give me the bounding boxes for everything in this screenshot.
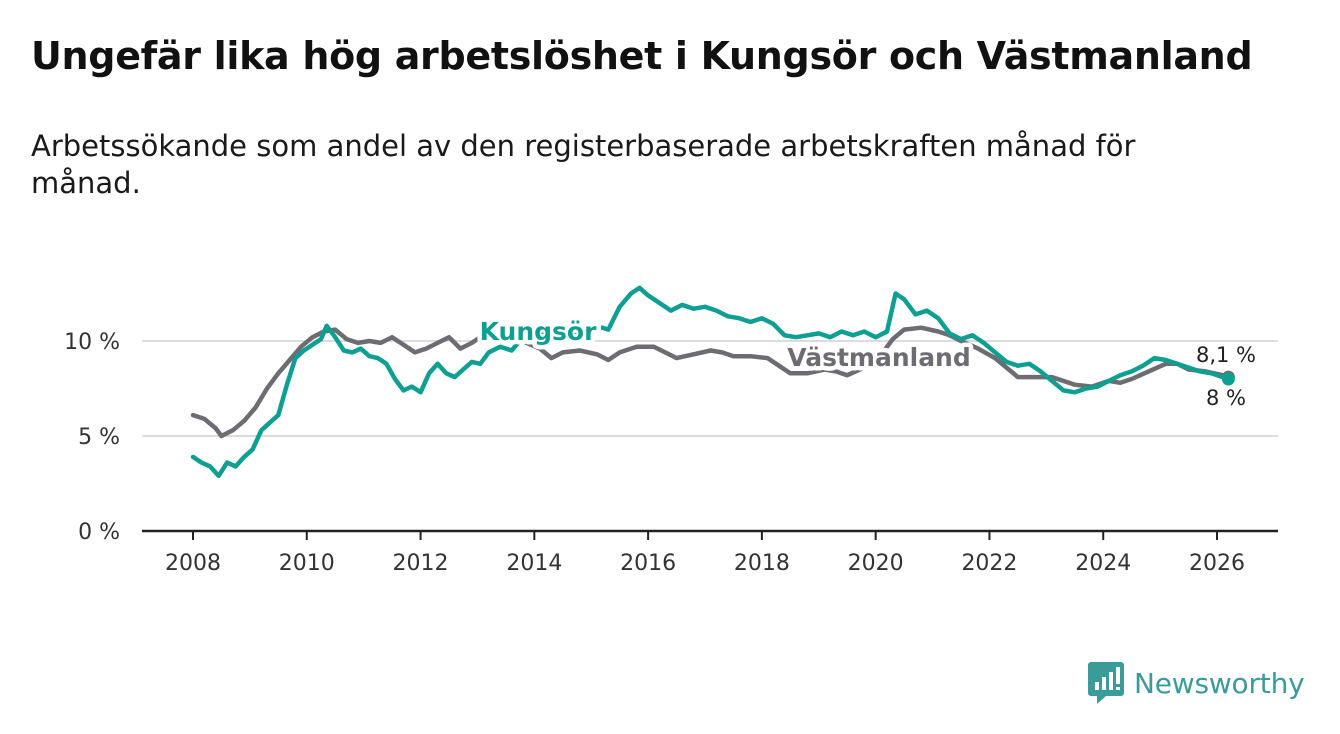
x-tick-label: 2018 [734, 551, 790, 576]
series-label-vastmanland: Västmanland [787, 343, 971, 372]
series-line-kungsor [190, 285, 1231, 479]
chart-subtitle: Arbetssökande som andel av den registerb… [31, 129, 1136, 200]
series-endpoint-kungsor [1221, 372, 1235, 386]
x-tick-label: 2010 [279, 551, 335, 576]
y-tick-label: 5 % [78, 425, 120, 450]
y-tick-label: 10 % [64, 330, 120, 355]
x-tick-label: 2014 [506, 551, 562, 576]
series-line-vastmanland [190, 325, 1231, 439]
x-tick-label: 2016 [620, 551, 676, 576]
y-tick-label: 0 % [78, 520, 120, 545]
end-value-label-kungsor: 8 % [1206, 386, 1246, 410]
chart-title: Ungefär lika hög arbetslöshet i Kungsör … [31, 34, 1253, 78]
brand-name: Newsworthy [1134, 666, 1305, 700]
bar-chart-badge-icon [1088, 662, 1124, 704]
x-tick-label: 2026 [1189, 551, 1245, 576]
x-tick-label: 2008 [165, 551, 221, 576]
x-tick-label: 2012 [393, 551, 449, 576]
x-tick-label: 2022 [961, 551, 1017, 576]
x-tick-label: 2024 [1075, 551, 1131, 576]
x-tick-label: 2020 [848, 551, 904, 576]
end-value-label-vastmanland: 8,1 % [1196, 343, 1256, 367]
newsworthy-logo[interactable]: Newsworthy [1088, 662, 1305, 704]
series-label-kungsor: Kungsör [480, 317, 597, 346]
